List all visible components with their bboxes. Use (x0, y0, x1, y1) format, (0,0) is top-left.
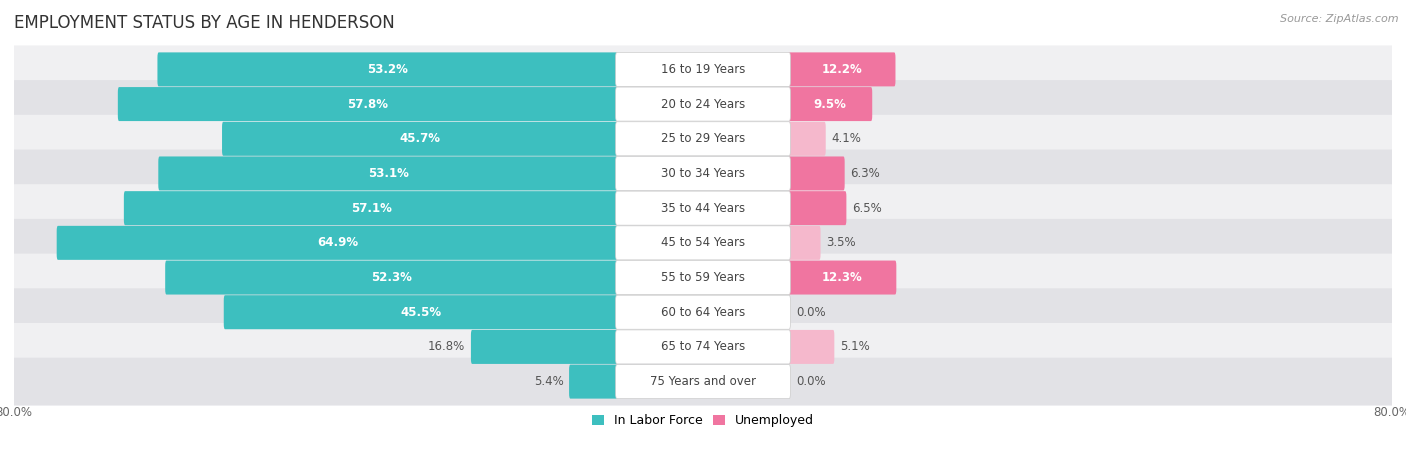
FancyBboxPatch shape (11, 253, 1395, 301)
FancyBboxPatch shape (157, 52, 619, 87)
FancyBboxPatch shape (787, 261, 897, 295)
FancyBboxPatch shape (569, 364, 619, 399)
Text: 5.4%: 5.4% (534, 375, 564, 388)
FancyBboxPatch shape (118, 87, 619, 121)
FancyBboxPatch shape (11, 80, 1395, 128)
Text: 0.0%: 0.0% (796, 375, 825, 388)
FancyBboxPatch shape (616, 330, 790, 364)
Text: 25 to 29 Years: 25 to 29 Years (661, 132, 745, 145)
FancyBboxPatch shape (471, 330, 619, 364)
FancyBboxPatch shape (787, 87, 872, 121)
FancyBboxPatch shape (11, 46, 1395, 93)
Text: 45.5%: 45.5% (401, 306, 441, 319)
FancyBboxPatch shape (616, 87, 790, 121)
FancyBboxPatch shape (11, 150, 1395, 198)
Text: 16.8%: 16.8% (427, 341, 465, 354)
FancyBboxPatch shape (616, 261, 790, 295)
FancyBboxPatch shape (616, 364, 790, 399)
FancyBboxPatch shape (787, 330, 834, 364)
Text: 52.3%: 52.3% (371, 271, 412, 284)
Legend: In Labor Force, Unemployed: In Labor Force, Unemployed (586, 409, 820, 432)
FancyBboxPatch shape (616, 191, 790, 225)
Text: 53.1%: 53.1% (368, 167, 409, 180)
FancyBboxPatch shape (616, 295, 790, 329)
FancyBboxPatch shape (11, 115, 1395, 163)
FancyBboxPatch shape (165, 261, 619, 295)
Text: 57.8%: 57.8% (347, 97, 388, 110)
Text: 30 to 34 Years: 30 to 34 Years (661, 167, 745, 180)
Text: Source: ZipAtlas.com: Source: ZipAtlas.com (1281, 14, 1399, 23)
Text: 3.5%: 3.5% (827, 236, 856, 249)
FancyBboxPatch shape (11, 184, 1395, 232)
FancyBboxPatch shape (224, 295, 619, 329)
Text: 45 to 54 Years: 45 to 54 Years (661, 236, 745, 249)
Text: 12.2%: 12.2% (821, 63, 862, 76)
Text: 75 Years and over: 75 Years and over (650, 375, 756, 388)
FancyBboxPatch shape (222, 122, 619, 156)
FancyBboxPatch shape (787, 122, 825, 156)
FancyBboxPatch shape (11, 323, 1395, 371)
Text: 5.1%: 5.1% (839, 341, 870, 354)
Text: 64.9%: 64.9% (316, 236, 359, 249)
Text: 16 to 19 Years: 16 to 19 Years (661, 63, 745, 76)
Text: 9.5%: 9.5% (814, 97, 846, 110)
FancyBboxPatch shape (56, 226, 619, 260)
Text: 0.0%: 0.0% (796, 306, 825, 319)
Text: 6.3%: 6.3% (851, 167, 880, 180)
Text: 12.3%: 12.3% (821, 271, 862, 284)
FancyBboxPatch shape (124, 191, 619, 225)
Text: 55 to 59 Years: 55 to 59 Years (661, 271, 745, 284)
Text: 6.5%: 6.5% (852, 202, 882, 215)
Text: 80.0%: 80.0% (0, 406, 32, 419)
FancyBboxPatch shape (787, 226, 821, 260)
FancyBboxPatch shape (11, 219, 1395, 267)
Text: 53.2%: 53.2% (367, 63, 408, 76)
FancyBboxPatch shape (11, 358, 1395, 405)
Text: 45.7%: 45.7% (399, 132, 440, 145)
Text: 80.0%: 80.0% (1374, 406, 1406, 419)
FancyBboxPatch shape (787, 52, 896, 87)
FancyBboxPatch shape (159, 156, 619, 190)
FancyBboxPatch shape (11, 288, 1395, 336)
FancyBboxPatch shape (616, 226, 790, 260)
FancyBboxPatch shape (616, 156, 790, 190)
FancyBboxPatch shape (616, 52, 790, 87)
FancyBboxPatch shape (616, 122, 790, 156)
Text: EMPLOYMENT STATUS BY AGE IN HENDERSON: EMPLOYMENT STATUS BY AGE IN HENDERSON (14, 14, 395, 32)
Text: 35 to 44 Years: 35 to 44 Years (661, 202, 745, 215)
Text: 60 to 64 Years: 60 to 64 Years (661, 306, 745, 319)
FancyBboxPatch shape (787, 156, 845, 190)
Text: 20 to 24 Years: 20 to 24 Years (661, 97, 745, 110)
Text: 57.1%: 57.1% (350, 202, 391, 215)
FancyBboxPatch shape (787, 191, 846, 225)
Text: 65 to 74 Years: 65 to 74 Years (661, 341, 745, 354)
Text: 4.1%: 4.1% (831, 132, 862, 145)
